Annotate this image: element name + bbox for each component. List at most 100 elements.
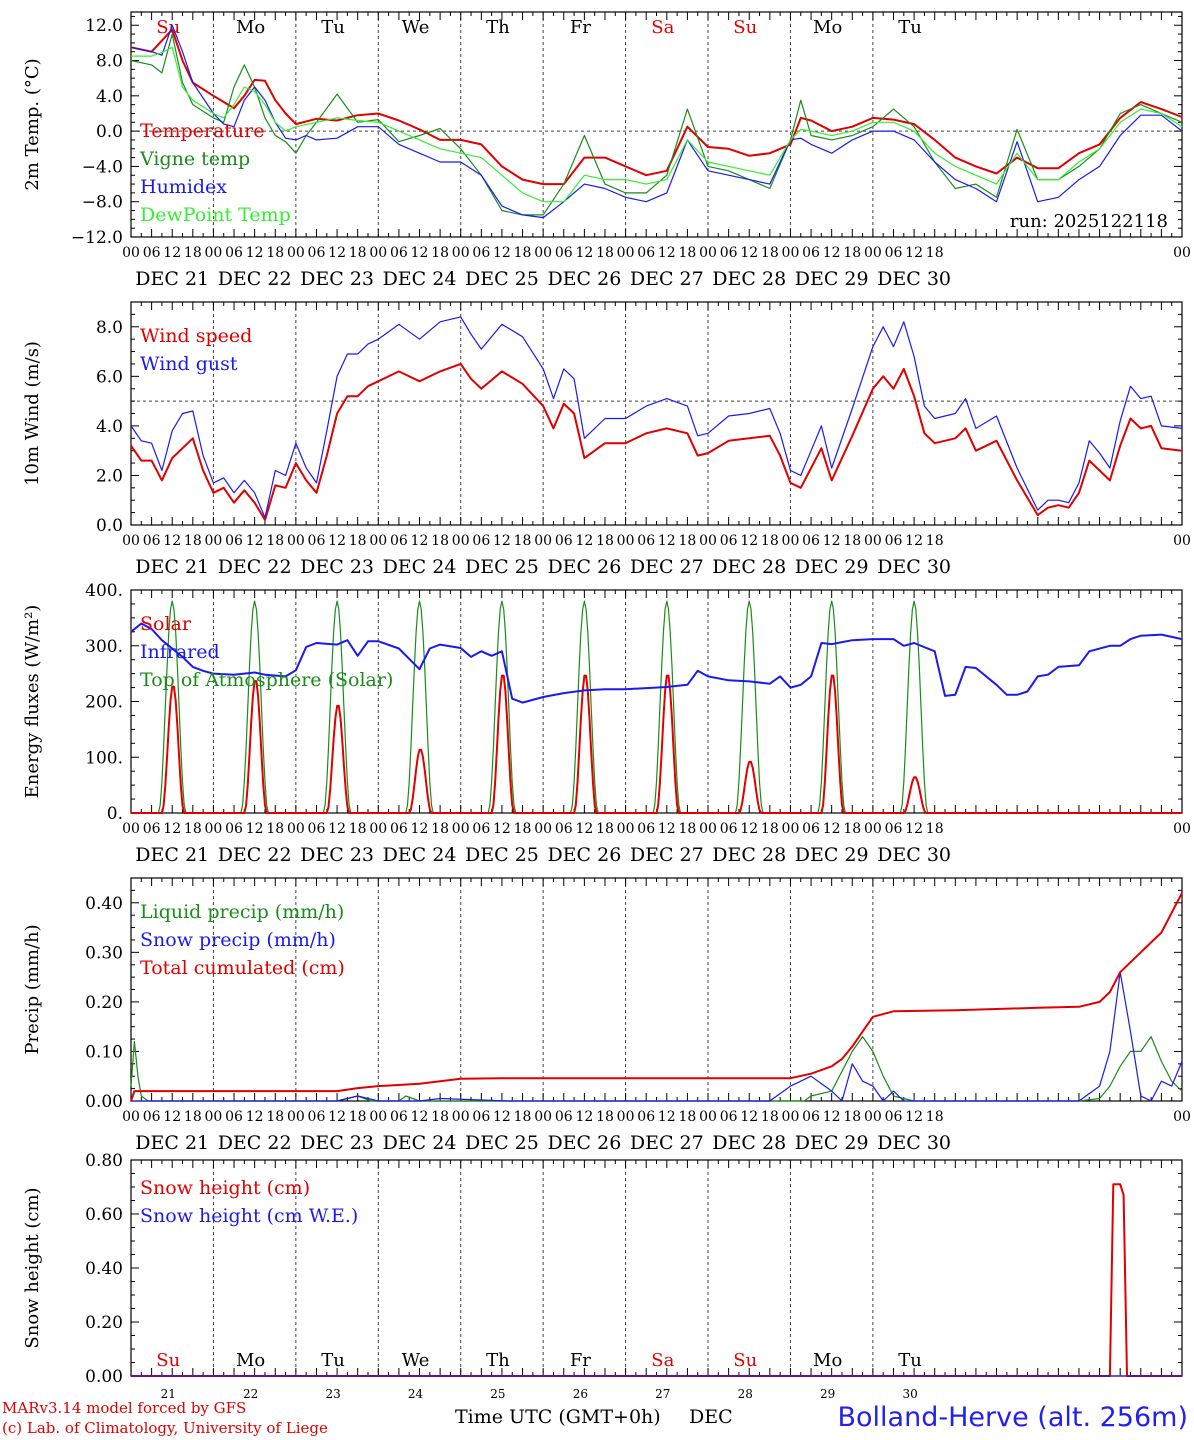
hour-tick-label: 18	[596, 245, 614, 261]
hour-tick-label: 18	[184, 1109, 202, 1125]
y-tick-label: 0.40	[85, 894, 123, 914]
hour-tick-label: 18	[596, 1109, 614, 1125]
day-number-label: 23	[325, 1387, 340, 1401]
hour-tick-label: 12	[411, 533, 429, 549]
model-credit: MARv3.14 model forced by GFS	[2, 1399, 247, 1417]
hour-tick-label: 00	[534, 533, 552, 549]
y-tick-label: 100.	[85, 748, 123, 768]
hour-tick-label: 00	[205, 533, 223, 549]
hour-tick-label: 00	[534, 821, 552, 837]
hour-tick-label: 00	[864, 1109, 882, 1125]
legend-entry: Humidex	[140, 176, 227, 198]
hour-tick-label: 00	[122, 1109, 140, 1125]
y-tick-label: 200.	[85, 693, 123, 713]
date-label: DEC 28	[712, 556, 786, 578]
series-snow-precip-mm-h-	[131, 971, 1183, 1102]
panel-snow: 0.00 0.20 0.40 0.60 0.80 Snow height (cm) Su Mo…	[22, 1151, 1183, 1401]
hour-tick-label: 18	[596, 533, 614, 549]
date-label: DEC 21	[135, 556, 209, 578]
hour-tick-label: 12	[575, 821, 593, 837]
hour-tick-label: 12	[740, 1109, 758, 1125]
y-tick-label: 0.0	[96, 516, 123, 536]
y-axis-label: 10m Wind (m/s)	[22, 341, 43, 486]
weekday-label: Su	[733, 1350, 757, 1371]
date-label: DEC 27	[630, 556, 704, 578]
legend-entry: Snow precip (mm/h)	[140, 929, 336, 951]
day-number-label: 25	[490, 1387, 505, 1401]
y-tick-label: 0.40	[85, 1259, 123, 1279]
hour-tick-label: 18	[349, 1109, 367, 1125]
hour-tick-label: 06	[143, 533, 161, 549]
y-tick-label: 0.10	[85, 1042, 123, 1062]
weekday-label: Tu	[321, 1350, 345, 1371]
hour-tick-label: 00	[369, 1109, 387, 1125]
y-tick-label: 8.0	[96, 318, 123, 338]
hour-tick-label: 00	[369, 821, 387, 837]
hour-tick-label: 12	[905, 245, 923, 261]
date-label: DEC 23	[300, 556, 374, 578]
y-tick-label: 300.	[85, 637, 123, 657]
date-label: DEC 28	[712, 1132, 786, 1154]
hour-tick-label: 00	[205, 1109, 223, 1125]
y-axis-label: Precip (mm/h)	[22, 924, 43, 1054]
hour-tick-label: 18	[926, 821, 944, 837]
weekday-label: Th	[486, 17, 510, 38]
hour-tick-label: 06	[308, 533, 326, 549]
hour-tick-label: 12	[493, 1109, 511, 1125]
hour-tick-label: 12	[246, 533, 264, 549]
hour-tick-label: 18	[761, 1109, 779, 1125]
y-tick-label: 12.0	[85, 16, 123, 36]
y-tick-label: −8.0	[82, 193, 123, 213]
date-label: DEC 24	[383, 1132, 457, 1154]
day-number-label: 27	[655, 1387, 670, 1401]
date-label: DEC 29	[795, 844, 869, 866]
hour-tick-label: 00	[122, 821, 140, 837]
hour-tick-label: 06	[390, 1109, 408, 1125]
hour-tick-label: 00	[534, 245, 552, 261]
hour-tick-label: 18	[184, 533, 202, 549]
hour-tick-label: 00	[205, 245, 223, 261]
date-label: DEC 23	[300, 268, 374, 290]
hour-tick-label: 06	[555, 245, 573, 261]
date-label: DEC 21	[135, 1132, 209, 1154]
y-tick-label: 0.00	[85, 1092, 123, 1112]
hour-tick-label: 06	[637, 245, 655, 261]
hour-tick-label: 18	[926, 533, 944, 549]
hour-tick-label: 18	[266, 821, 284, 837]
hour-tick-label: 12	[658, 533, 676, 549]
hour-tick-label: 06	[390, 245, 408, 261]
hour-tick-label: 18	[843, 533, 861, 549]
hour-tick-label: 06	[143, 245, 161, 261]
weekday-label: Fr	[570, 17, 591, 38]
y-tick-label: 0.0	[96, 122, 123, 142]
legend-entry: Wind speed	[140, 325, 252, 347]
hour-tick-label: 18	[431, 245, 449, 261]
y-tick-label: 0.60	[85, 1205, 123, 1225]
hour-tick-label: 06	[390, 533, 408, 549]
legend-entry: Top of Atmosphere (Solar)	[140, 669, 393, 691]
legend-entry: Snow height (cm)	[140, 1177, 310, 1199]
hour-tick-label: 00	[452, 245, 470, 261]
hour-tick-label: 06	[802, 821, 820, 837]
series-vigne-temp	[130, 33, 1183, 216]
hour-tick-label: 06	[885, 245, 903, 261]
hour-tick-label: 00	[699, 245, 717, 261]
date-label: DEC 22	[218, 844, 292, 866]
legend-entry: Solar	[140, 613, 192, 635]
series-wind-gust	[130, 316, 1183, 519]
hour-tick-label: 06	[885, 533, 903, 549]
hour-tick-label: 18	[926, 245, 944, 261]
station-name: Bolland-Herve (alt. 256m)	[837, 1402, 1188, 1433]
legend-entry: Snow height (cm W.E.)	[140, 1205, 358, 1227]
hour-tick-label: 06	[143, 821, 161, 837]
date-label: DEC 22	[218, 556, 292, 578]
hour-tick-label: 06	[472, 1109, 490, 1125]
date-label: DEC 22	[218, 268, 292, 290]
hour-tick-label: 18	[761, 533, 779, 549]
hour-tick-label: 12	[905, 533, 923, 549]
hour-tick-label: 06	[308, 821, 326, 837]
hour-tick-label: 12	[411, 245, 429, 261]
hour-tick-label: 00	[1173, 245, 1191, 261]
hour-tick-label: 06	[555, 821, 573, 837]
